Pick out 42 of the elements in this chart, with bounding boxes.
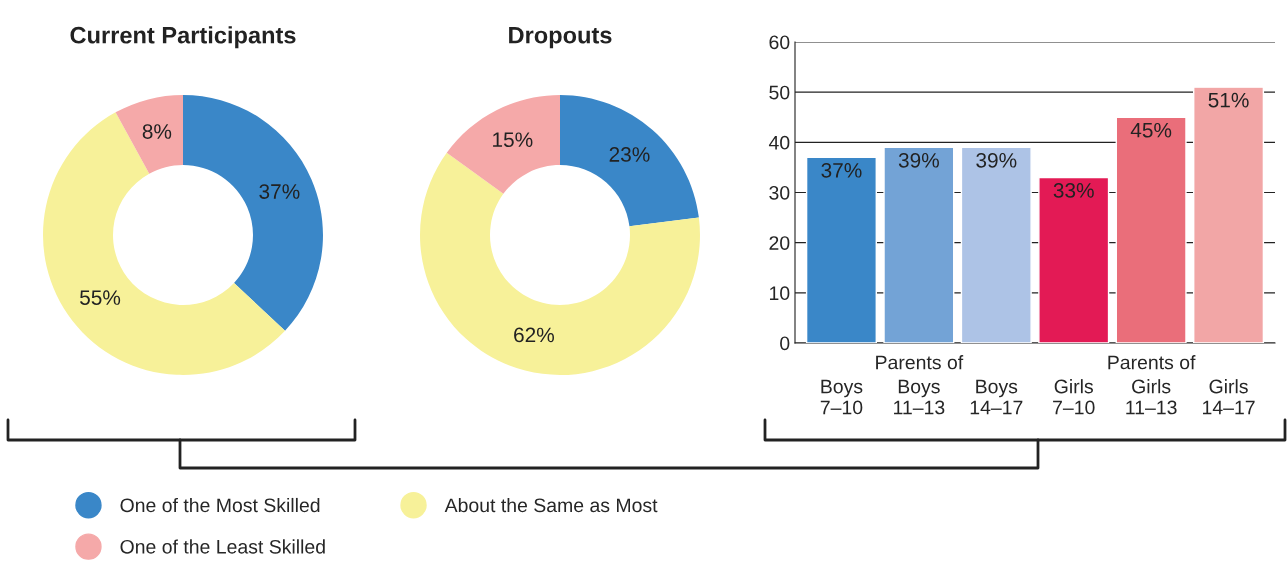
data-label: 39% (976, 152, 1017, 168)
y-tick-label: 20 (769, 236, 790, 250)
donut-slice (183, 95, 323, 331)
data-label: 8% (142, 124, 172, 139)
y-tick-label: 60 (769, 35, 790, 50)
data-label: 55% (80, 290, 121, 305)
data-label: 37% (821, 162, 862, 178)
data-label: 23% (609, 147, 650, 162)
donut-slice (560, 95, 699, 227)
donut-slice (446, 95, 560, 194)
bar (883, 146, 955, 343)
bar (960, 146, 1032, 343)
text: Parents of (1108, 355, 1196, 370)
y-tick-label: 30 (769, 185, 790, 200)
data-label: 37% (259, 184, 300, 199)
x-tick-label: Girls 14–17 (1203, 379, 1255, 415)
data-label: 39% (898, 152, 939, 168)
legend-label: About the Same as Most (444, 497, 658, 513)
data-label: 33% (1053, 183, 1094, 198)
y-tick-label: 40 (768, 135, 790, 150)
data-label: 15% (493, 132, 533, 148)
data-label: 62% (514, 327, 554, 343)
text: Parents of (876, 355, 964, 370)
data-label: 45% (1130, 122, 1172, 138)
legend-label: One of the Most Skilled (120, 497, 320, 513)
bar (1115, 116, 1187, 343)
bar (805, 156, 877, 343)
bar (1038, 176, 1110, 343)
x-tick-label: Boys 11–13 (894, 379, 945, 415)
y-tick-label: 0 (780, 336, 790, 351)
donut-slice (115, 95, 183, 174)
legend-label: One of the Least Skilled (120, 539, 325, 554)
x-tick-label: Girls 7–10 (1053, 379, 1095, 415)
y-tick-label: 50 (769, 85, 790, 100)
x-tick-label: Boys 14–17 (970, 379, 1023, 415)
x-tick-label: Boys 7–10 (820, 379, 863, 415)
x-tick-label: Girls 11–13 (1126, 379, 1177, 415)
chart-title: Dropouts (509, 27, 612, 49)
bar (1193, 86, 1265, 343)
chart-title: Current Participants (70, 26, 296, 49)
data-label: 51% (1208, 92, 1249, 108)
y-tick-label: 10 (770, 286, 790, 301)
